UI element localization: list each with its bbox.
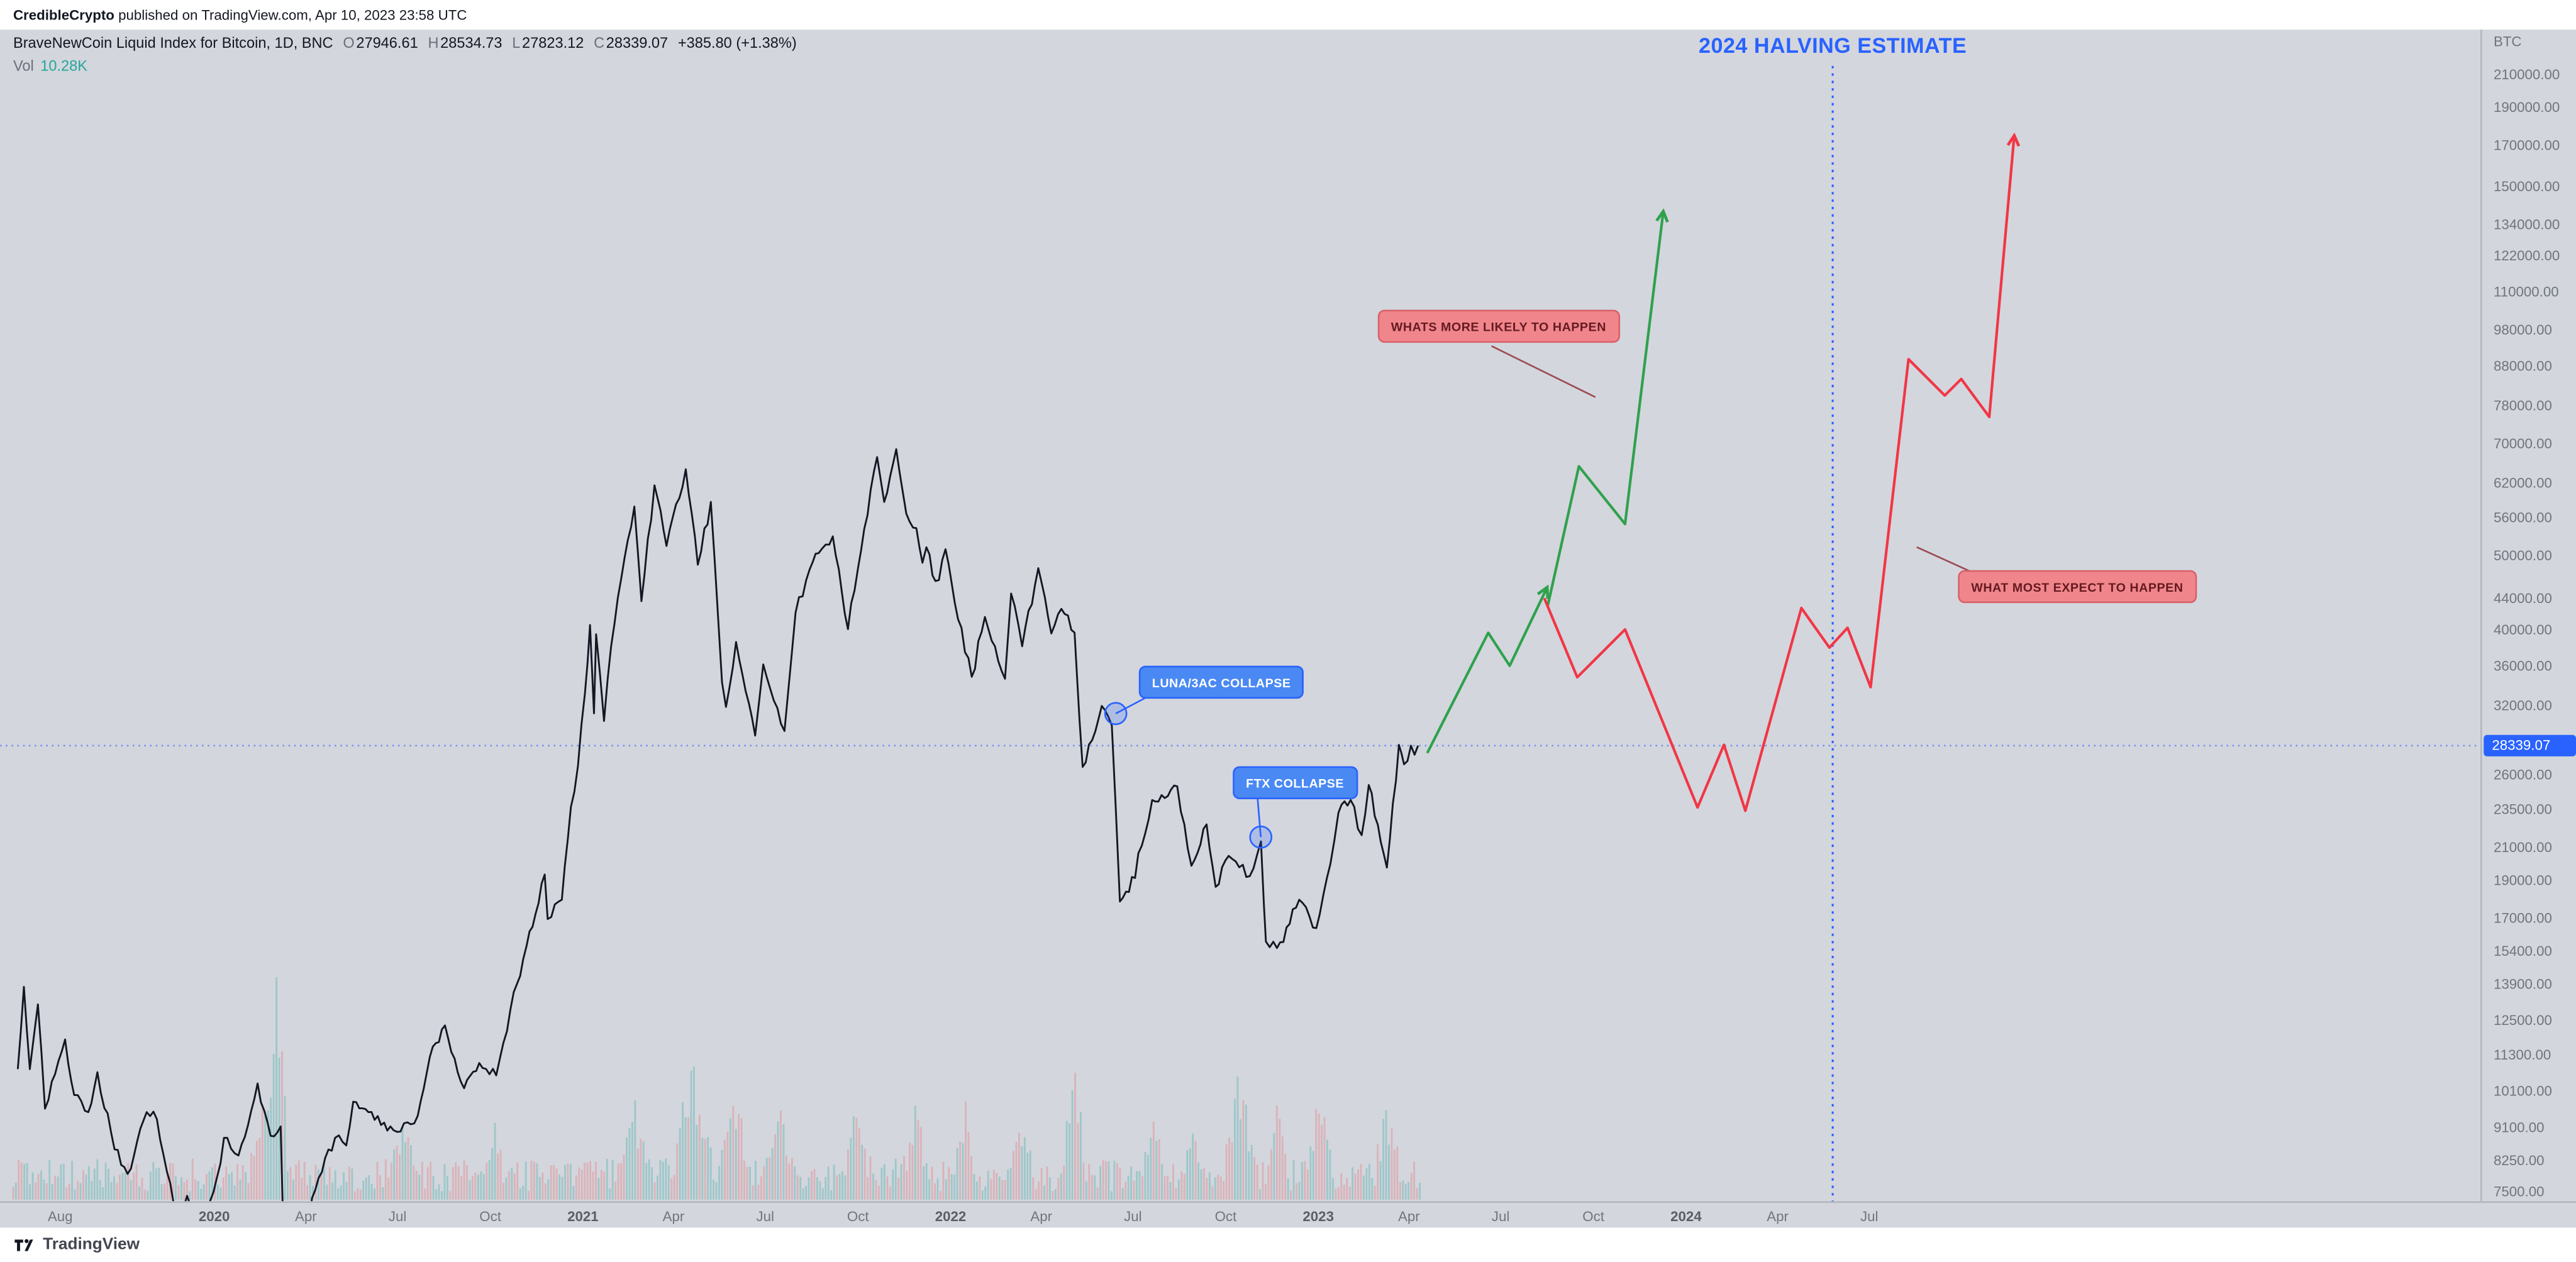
high-label: H <box>428 35 439 52</box>
axis-unit-label: BTC <box>2493 33 2522 50</box>
current-price-badge: 28339.07 <box>2484 734 2576 756</box>
time-tick-label: Jul <box>756 1207 774 1225</box>
price-axis[interactable]: BTC 28339.07 210000.00 190000.00 170000.00… <box>2480 30 2576 1202</box>
callout-2[interactable]: LUNA/3AC COLLAPSE <box>1138 665 1304 699</box>
close-value: 28339.07 <box>606 35 669 52</box>
price-tick-label: 7500.00 <box>2493 1183 2545 1200</box>
time-tick-label: 2021 <box>567 1207 599 1225</box>
price-tick-label: 210000.00 <box>2493 65 2560 82</box>
time-tick-label: Jul <box>1860 1207 1879 1225</box>
callout-tail <box>1115 696 1148 714</box>
callout-0[interactable]: WHATS MORE LIKELY TO HAPPEN <box>1377 309 1619 343</box>
price-tick-label: 23500.00 <box>2493 800 2552 817</box>
low-value: 27823.12 <box>521 35 584 52</box>
time-tick-label: Aug <box>47 1207 73 1225</box>
close-label: C <box>594 35 605 52</box>
high-value: 28534.73 <box>440 35 502 52</box>
callout-3[interactable]: FTX COLLAPSE <box>1233 766 1358 799</box>
price-tick-label: 11300.00 <box>2493 1046 2551 1063</box>
time-tick-label: Apr <box>1767 1207 1789 1225</box>
callout-tail <box>1916 546 1972 573</box>
legend-ohlc-row: BraveNewCoin Liquid Index for Bitcoin, 1… <box>13 35 797 54</box>
time-tick-label: Apr <box>1030 1207 1053 1225</box>
price-tick-label: 150000.00 <box>2493 179 2560 196</box>
symbol-title[interactable]: BraveNewCoin Liquid Index for Bitcoin, 1… <box>13 35 333 52</box>
price-tick-label: 44000.00 <box>2493 590 2552 607</box>
time-tick-label: Jul <box>1491 1207 1510 1225</box>
price-tick-label: 15400.00 <box>2493 941 2552 959</box>
footer: TradingView <box>0 1227 2576 1262</box>
volume-value: 10.28K <box>40 57 88 74</box>
halving-estimate-title[interactable]: 2024 HALVING ESTIMATE <box>1698 33 1967 58</box>
price-tick-label: 13900.00 <box>2493 976 2552 993</box>
publish-author[interactable]: CredibleCrypto <box>13 6 114 23</box>
projection-green-upside-2[interactable] <box>1546 214 1663 607</box>
price-tick-label: 8250.00 <box>2493 1151 2545 1168</box>
volume-label: Vol <box>13 57 34 74</box>
price-tick-label: 21000.00 <box>2493 838 2552 855</box>
price-tick-label: 56000.00 <box>2493 509 2552 526</box>
callout-tail <box>1257 797 1262 838</box>
time-axis[interactable]: Aug 2020 Apr Jul Oct 2021 Apr Jul Oct 2022 Apr Jul O… <box>0 1201 2576 1228</box>
price-tick-label: 36000.00 <box>2493 657 2552 674</box>
price-tick-label: 134000.00 <box>2493 216 2560 233</box>
time-tick-label: Jul <box>1124 1207 1142 1225</box>
tradingview-logo-icon[interactable] <box>13 1234 35 1256</box>
price-tick-label: 62000.00 <box>2493 475 2552 492</box>
callout-1[interactable]: WHAT MOST EXPECT TO HAPPEN <box>1958 570 2197 604</box>
price-tick-label: 19000.00 <box>2493 871 2552 888</box>
time-tick-label: Oct <box>1582 1207 1604 1225</box>
price-tick-label: 98000.00 <box>2493 321 2552 338</box>
low-label: L <box>512 35 521 52</box>
price-tick-label: 78000.00 <box>2493 397 2552 414</box>
legend-volume-row: Vol 10.28K <box>13 58 797 77</box>
price-tick-label: 17000.00 <box>2493 909 2552 926</box>
time-tick-label: Apr <box>295 1207 317 1225</box>
price-series[interactable] <box>16 448 1419 1262</box>
price-tick-label: 32000.00 <box>2493 696 2552 714</box>
projection-green-upside-1[interactable] <box>1426 590 1546 754</box>
time-tick-label: Apr <box>1397 1207 1420 1225</box>
time-tick-label: 2022 <box>935 1207 967 1225</box>
price-tick-label: 50000.00 <box>2493 546 2552 563</box>
publish-bar: CredibleCrypto published on TradingView.… <box>0 0 2576 30</box>
price-tick-label: 88000.00 <box>2493 357 2552 374</box>
price-tick-label: 122000.00 <box>2493 248 2560 265</box>
price-tick-label: 10100.00 <box>2493 1083 2552 1100</box>
publish-info: published on TradingView.com, Apr 10, 20… <box>114 6 467 23</box>
tradingview-brand-text[interactable]: TradingView <box>43 1236 140 1254</box>
legend: BraveNewCoin Liquid Index for Bitcoin, 1… <box>13 35 797 77</box>
time-tick-label: 2020 <box>198 1207 230 1225</box>
price-tick-label: 170000.00 <box>2493 136 2560 153</box>
projection-red-expected-path[interactable] <box>1543 138 2014 812</box>
volume-histogram <box>12 977 1421 1200</box>
callout-tail <box>1491 345 1596 398</box>
open-value: 27946.61 <box>356 35 418 52</box>
event-marker-circle[interactable] <box>1104 702 1128 726</box>
time-tick-label: 2023 <box>1302 1207 1334 1225</box>
time-tick-label: 2024 <box>1670 1207 1702 1225</box>
price-tick-label: 40000.00 <box>2493 621 2552 638</box>
price-tick-label: 12500.00 <box>2493 1012 2552 1029</box>
price-tick-label: 110000.00 <box>2493 282 2559 299</box>
price-tick-label: 9100.00 <box>2493 1118 2545 1135</box>
time-tick-label: Apr <box>662 1207 685 1225</box>
time-tick-label: Oct <box>1214 1207 1237 1225</box>
time-tick-label: Oct <box>847 1207 869 1225</box>
open-label: O <box>343 35 355 52</box>
change-value: +385.80 (+1.38%) <box>677 35 797 52</box>
price-tick-label: 190000.00 <box>2493 99 2560 116</box>
time-tick-label: Jul <box>388 1207 407 1225</box>
event-marker-circle[interactable] <box>1249 825 1273 849</box>
time-tick-label: Oct <box>479 1207 501 1225</box>
price-tick-label: 26000.00 <box>2493 766 2552 783</box>
price-tick-label: 70000.00 <box>2493 434 2552 451</box>
